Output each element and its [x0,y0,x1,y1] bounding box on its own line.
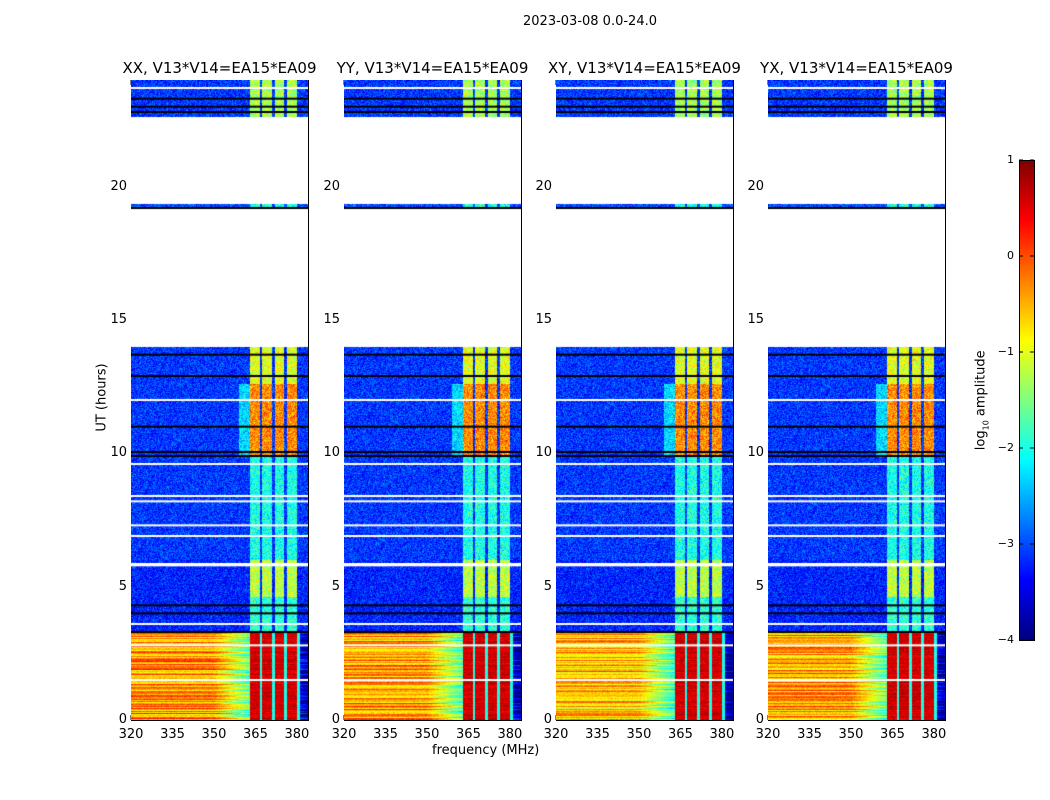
colorbar-tick-label: 1 [1007,153,1014,166]
y-tick-label: 0 [331,712,340,727]
x-tick-label: 320 [755,727,781,742]
colorbar-frame [1019,160,1035,641]
y-tick-label: 10 [535,445,552,461]
y-tick-label: 15 [110,312,127,327]
x-tick-label: 380 [921,727,947,742]
colorbar-tick-label: −3 [997,537,1014,550]
x-tick-label: 335 [585,727,610,742]
y-tick-label: 15 [323,312,340,327]
spectrogram-heatmap [768,80,945,720]
y-tick-label: 20 [323,178,340,194]
y-tick-label: 5 [543,578,552,594]
colorbar-tick-label: 0 [1007,249,1014,262]
colorbar-tick-label: −2 [997,441,1014,454]
x-tick-label: 320 [543,727,569,742]
y-tick-label: 10 [110,445,127,461]
x-tick-label: 365 [243,727,268,742]
x-tick-label: 320 [118,727,144,742]
x-tick-label: 380 [497,727,523,742]
x-tick-label: 365 [456,727,481,742]
panel-title: YY, V13*V14=EA15*EA09 [336,59,529,77]
x-tick-label: 365 [880,727,905,742]
x-tick-label: 350 [201,727,227,742]
x-tick-label: 350 [838,727,864,742]
y-tick-label: 0 [118,712,127,727]
x-tick-label: 335 [797,727,822,742]
x-tick-label: 380 [709,727,735,742]
x-tick-label: 365 [668,727,693,742]
panel-title: YX, V13*V14=EA15*EA09 [760,59,953,77]
spectrogram-heatmap [131,80,308,720]
y-tick-label: 10 [747,445,764,461]
panel-title: XY, V13*V14=EA15*EA09 [548,59,741,77]
x-tick-label: 350 [414,727,440,742]
y-tick-label: 5 [331,578,340,594]
colorbar-tick-label: −4 [997,633,1014,646]
x-tick-label: 335 [373,727,398,742]
x-tick-label: 335 [160,727,185,742]
figure-suptitle: 2023-03-08 0.0-24.0 [523,14,657,29]
x-tick-label: 350 [626,727,652,742]
x-tick-label: 320 [331,727,357,742]
panel-title: XX, V13*V14=EA15*EA09 [122,59,317,77]
y-tick-label: 10 [323,445,340,461]
y-tick-label: 0 [755,712,764,727]
y-tick-label: 0 [543,712,552,727]
x-axis-label: frequency (MHz) [432,743,540,758]
x-tick-label: 380 [284,727,310,742]
y-tick-label: 15 [747,312,764,327]
colorbar [1019,160,1034,640]
y-tick-label: 15 [535,312,552,327]
colorbar-tick-label: −1 [997,345,1014,358]
spectrogram-heatmap [556,80,733,720]
spectrogram-heatmap [344,80,521,720]
y-tick-label: 20 [535,178,552,194]
y-tick-label: 20 [110,178,127,194]
y-tick-label: 5 [755,578,764,594]
y-tick-label: 20 [747,178,764,194]
y-tick-label: 5 [118,578,127,594]
